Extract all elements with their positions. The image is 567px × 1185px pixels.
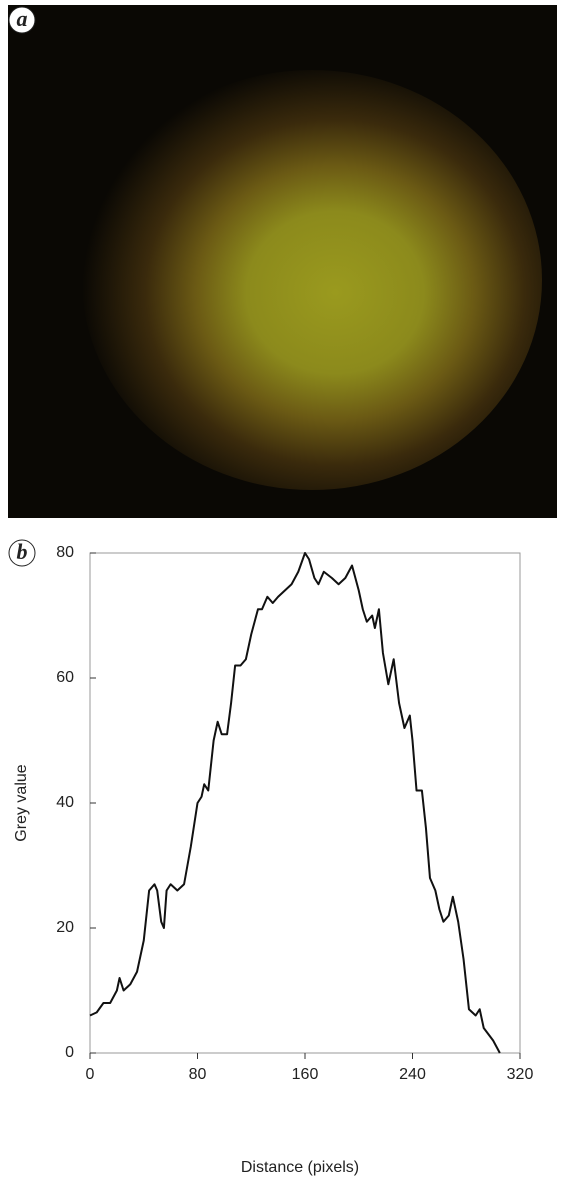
glow-spot xyxy=(82,70,542,490)
y-tick-label: 40 xyxy=(56,794,74,811)
x-tick-label: 240 xyxy=(399,1066,426,1083)
y-tick-label: 80 xyxy=(56,544,74,561)
panel-label: a xyxy=(17,6,28,31)
x-tick-label: 0 xyxy=(86,1066,95,1083)
panel-label-badge xyxy=(8,6,36,34)
y-tick-label: 60 xyxy=(56,669,74,686)
x-tick-label: 320 xyxy=(507,1066,534,1083)
y-tick-label: 20 xyxy=(56,919,74,936)
panel-label-badge xyxy=(8,539,36,567)
y-tick-label: 0 xyxy=(65,1044,74,1061)
plot-frame xyxy=(89,552,521,1054)
x-tick-label: 160 xyxy=(292,1066,319,1083)
x-tick-label: 80 xyxy=(189,1066,207,1083)
panel-label: b xyxy=(17,539,28,564)
y-axis-label: Grey value xyxy=(13,764,30,841)
x-axis-label: Distance (pixels) xyxy=(241,1159,359,1176)
data-line xyxy=(89,552,501,1054)
